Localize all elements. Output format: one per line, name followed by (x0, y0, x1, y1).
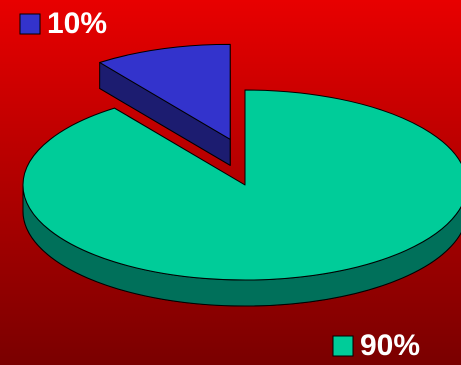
legend-key (19, 13, 41, 35)
value-label: 10% (47, 7, 107, 40)
value-label: 90% (360, 329, 420, 362)
legend-key (332, 335, 354, 357)
slice (99, 43, 231, 140)
slice (22, 89, 461, 281)
